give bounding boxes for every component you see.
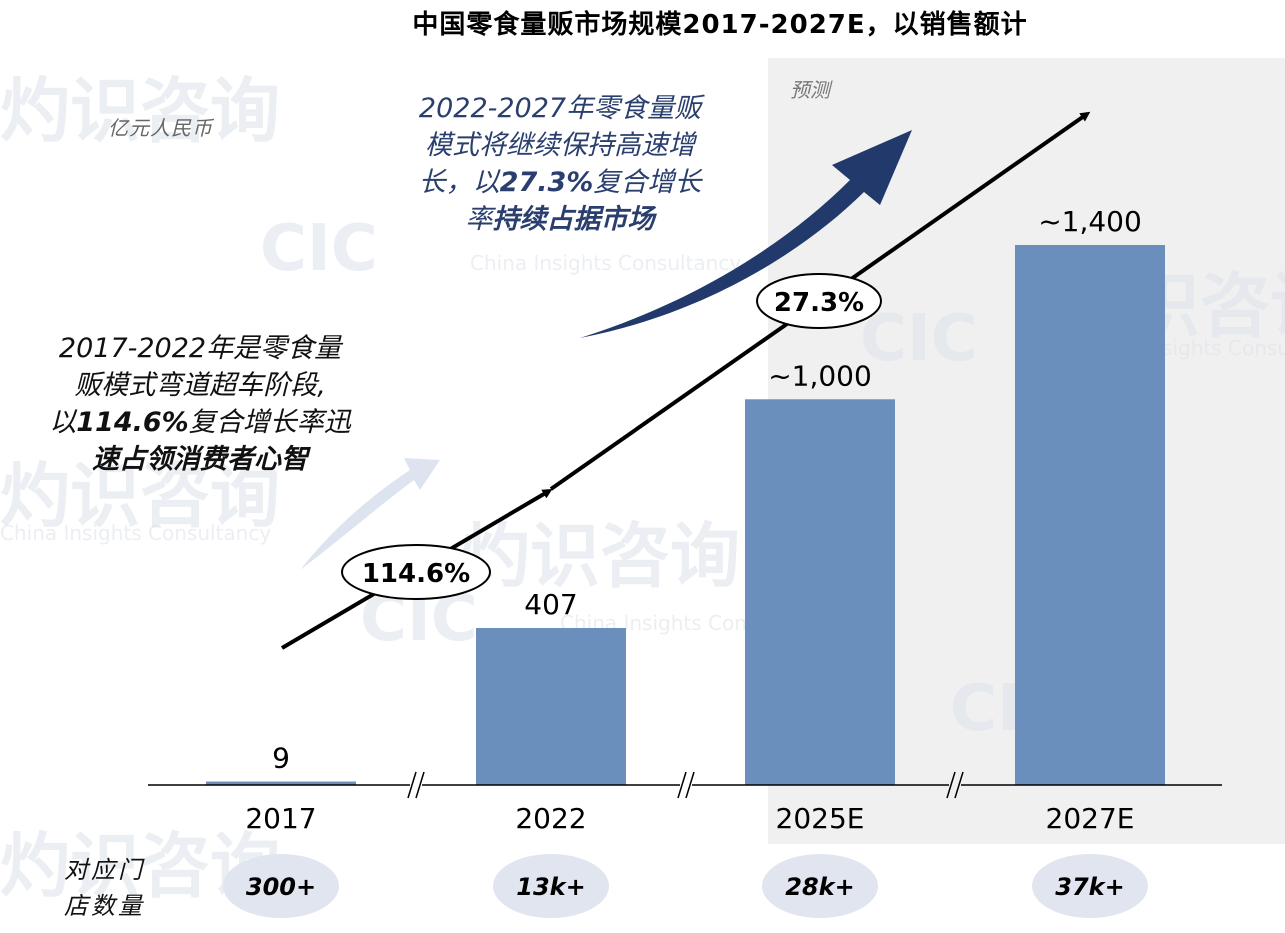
callout-right-line-3-suffix: 复合增长: [593, 167, 702, 198]
callout-right-line-3-bold: 27.3%: [499, 167, 594, 198]
bar-2017: [206, 781, 356, 785]
bar-2025E: [745, 399, 895, 785]
watermark-cn-4: 灼识咨询: [0, 455, 280, 537]
store-count-2027E: 37k+: [1055, 873, 1124, 901]
axis-break-gap-1: [410, 772, 422, 798]
bar-2027E: [1015, 245, 1165, 785]
callout-left-line-3: 以114.6%复合增长率迅: [20, 404, 380, 441]
axis-break-mark-3-2: [954, 771, 964, 799]
store-count-2017: 300+: [246, 873, 316, 901]
watermark-cn-1: 灼识咨询: [0, 70, 280, 152]
store-count-2025E: 28k+: [785, 873, 854, 901]
callout-right-line-3-prefix: 长，以: [418, 167, 500, 198]
store-count-2022: 13k+: [516, 873, 585, 901]
callout-left-line-4: 速占领消费者心智: [92, 444, 308, 475]
dark-growth-arrow: [580, 130, 912, 338]
callout-left-line-3-prefix: 以: [49, 407, 77, 438]
callout-left-line-2: 贩模式弯道超车阶段,: [74, 370, 326, 401]
x-tick-2025E: 2025E: [776, 802, 865, 835]
watermark-cn-2: 灼识咨询: [460, 515, 740, 597]
bar-2022: [476, 628, 626, 785]
callout-right-line-3: 长，以27.3%复合增长: [390, 164, 730, 201]
axis-break-mark-1-2: [415, 771, 425, 799]
callout-right-line-1: 2022-2027年零食量贩: [418, 93, 702, 124]
axis-break-mark-2-2: [685, 771, 695, 799]
chart-title: 中国零食量贩市场规模2017-2027E，以销售额计: [412, 10, 1028, 40]
store-count-pill-2027E: [1032, 854, 1148, 918]
cagr-badge-1: 114.6%: [341, 544, 491, 600]
forecast-label: 预测: [790, 78, 830, 102]
cagr-badge-2: 27.3%: [756, 273, 882, 329]
value-label-2022: 407: [524, 588, 577, 621]
axis-break-mark-3-1: [946, 771, 956, 799]
x-tick-2022: 2022: [515, 802, 586, 835]
cagr-label-1: 114.6%: [362, 559, 470, 589]
value-label-2027E: ~1,400: [1038, 205, 1142, 238]
callout-left-line-3-bold: 114.6%: [76, 407, 189, 438]
callout-left-line-1: 2017-2022年是零食量: [58, 333, 342, 364]
watermark: 灼识咨询 灼识咨询 灼识咨询 灼识咨询 灼识咨询 CIC CIC CIC CIC…: [0, 70, 1285, 907]
callout-right-line-2: 模式将继续保持高速增: [425, 130, 695, 161]
watermark-en-4: China Insights Consultancy: [0, 521, 271, 545]
store-count-row: 300+ 13k+ 28k+ 37k+: [223, 854, 1148, 918]
store-count-label-line-1: 对应门: [64, 856, 145, 884]
x-tick-2017: 2017: [245, 802, 316, 835]
light-growth-arrow: [300, 458, 440, 570]
store-count-pill-2017: [223, 854, 339, 918]
store-count-pill-2025E: [762, 854, 878, 918]
callout-right-line-4-bold: 持续占据市场: [492, 204, 655, 235]
value-label-2017: 9: [272, 742, 290, 775]
callout-left-line-3-suffix: 复合增长率迅: [188, 407, 351, 438]
value-label-2025E: ~1,000: [768, 359, 872, 392]
axis-break-gap-3: [949, 772, 961, 798]
axis-break-mark-1-1: [407, 771, 417, 799]
axis-breaks: [407, 771, 964, 799]
watermark-en-1: China Insights Consultancy: [470, 251, 741, 275]
unit-label: 亿元人民币: [108, 116, 213, 140]
store-count-label-line-2: 店数量: [64, 892, 145, 920]
value-labels: 9 407 ~1,000 ~1,400: [272, 205, 1142, 775]
callout-2017-2022: 2017-2022年是零食量 贩模式弯道超车阶段, 以114.6%复合增长率迅 …: [20, 330, 380, 478]
callout-right-line-4-prefix: 率: [465, 204, 493, 235]
bars: [206, 245, 1165, 785]
watermark-cic-2: CIC: [860, 302, 978, 376]
axis-break-mark-2-1: [677, 771, 687, 799]
x-tick-2027E: 2027E: [1046, 802, 1135, 835]
callout-right-line-4: 率持续占据市场: [390, 201, 730, 238]
axis-break-gap-2: [680, 772, 692, 798]
x-tick-labels: 2017 2022 2025E 2027E: [245, 802, 1134, 835]
callout-2022-2027: 2022-2027年零食量贩 模式将继续保持高速增 长，以27.3%复合增长 率…: [390, 90, 730, 238]
cagr-label-2: 27.3%: [774, 288, 864, 318]
store-count-pill-2022: [493, 854, 609, 918]
watermark-cic-1: CIC: [260, 212, 378, 286]
